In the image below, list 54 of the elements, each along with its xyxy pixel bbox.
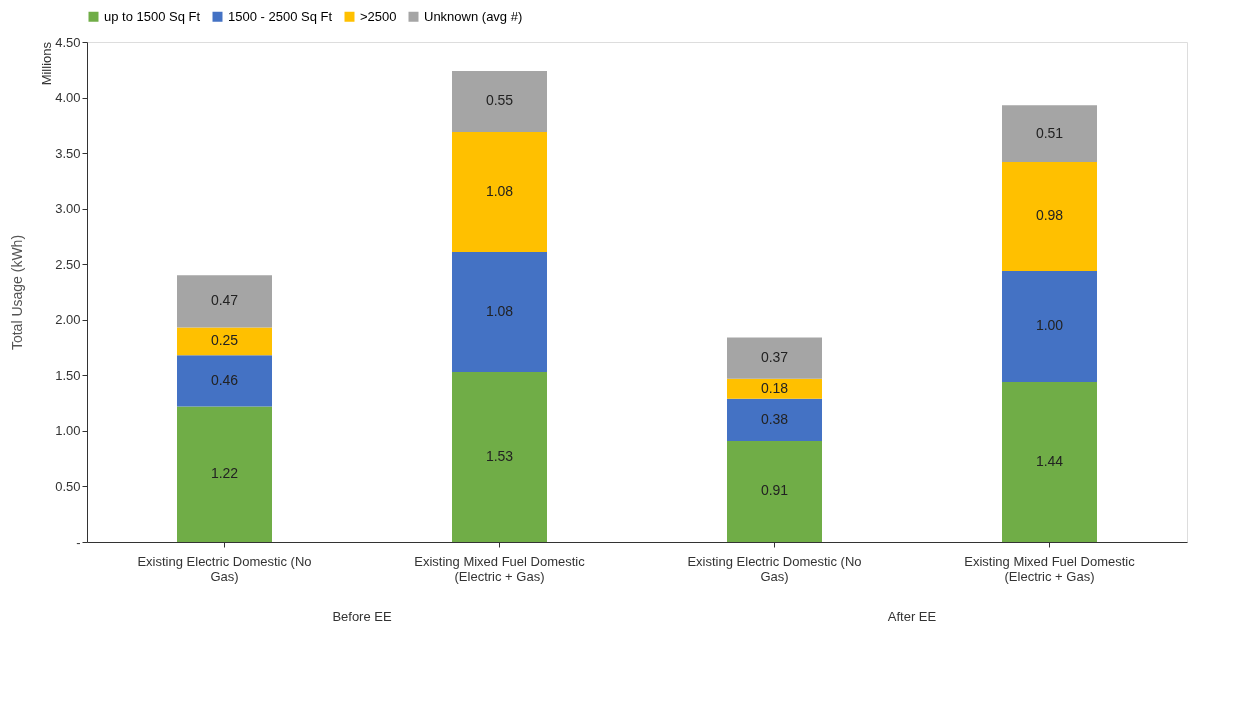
x-tick-label: Existing Mixed Fuel Domestic (Electric + Gas) — [964, 553, 1136, 584]
text: Millions — [39, 41, 54, 86]
data-label: 1.08 — [485, 303, 514, 319]
y-tick-label: - — [76, 534, 81, 550]
data-label: 0.91 — [760, 482, 789, 499]
bar — [1002, 105, 1097, 162]
data-label: 0.38 — [760, 410, 789, 427]
y-tick-label: 2.00 — [55, 312, 81, 328]
bar — [727, 398, 822, 441]
bar — [727, 440, 822, 542]
bar — [177, 275, 272, 328]
data-label: 0.37 — [760, 349, 789, 366]
y-tick-label: 4.50 — [55, 34, 81, 50]
y-tick-label: 2.50 — [55, 256, 81, 272]
legend-label: Unknown (avg #) — [424, 8, 523, 24]
bar — [1002, 162, 1097, 271]
y-tick-label: 3.50 — [55, 145, 81, 161]
bar — [727, 378, 822, 399]
data-label: 0.46 — [210, 371, 239, 388]
bar — [177, 406, 272, 542]
y-tick-label: 0.50 — [55, 478, 81, 494]
bar — [1002, 270, 1097, 382]
x-tick-label: Existing Mixed Fuel Domestic (Electric + Gas) — [414, 553, 586, 584]
bar — [452, 372, 547, 542]
data-label: 0.18 — [760, 379, 789, 396]
data-label: 0.55 — [485, 92, 514, 109]
data-label: 1.22 — [210, 465, 239, 482]
text: Before EE — [332, 609, 392, 624]
y-tick-label: 4.00 — [55, 90, 81, 106]
bar — [177, 355, 272, 407]
y-tick-label: 1.00 — [55, 423, 81, 439]
text: After EE — [887, 609, 937, 624]
bar — [452, 132, 547, 252]
data-label: 1.53 — [485, 448, 514, 464]
data-label: 1.08 — [485, 183, 514, 199]
y-axis-title: Total Usage (kWh) — [9, 234, 26, 351]
data-label: 1.00 — [1035, 317, 1064, 334]
bar — [452, 70, 547, 132]
data-label: 1.44 — [1035, 453, 1064, 469]
x-tick-label: Existing Electric Domestic (No Gas) — [137, 553, 312, 584]
bar — [177, 327, 272, 356]
data-label: 0.98 — [1035, 207, 1064, 224]
legend-label: 1500 - 2500 Sq Ft — [228, 8, 333, 24]
legend-label: >2500 — [360, 8, 397, 24]
legend-label: up to 1500 Sq Ft — [104, 8, 201, 24]
data-label: 0.47 — [210, 292, 239, 309]
bar — [727, 337, 822, 379]
bar — [1002, 382, 1097, 542]
y-tick-label: 3.00 — [55, 201, 81, 217]
data-label: 0.51 — [1035, 124, 1064, 141]
data-label: 0.25 — [210, 332, 239, 349]
bar — [452, 252, 547, 372]
y-tick-label: 1.50 — [55, 367, 81, 383]
x-tick-label: Existing Electric Domestic (No Gas) — [687, 553, 862, 584]
